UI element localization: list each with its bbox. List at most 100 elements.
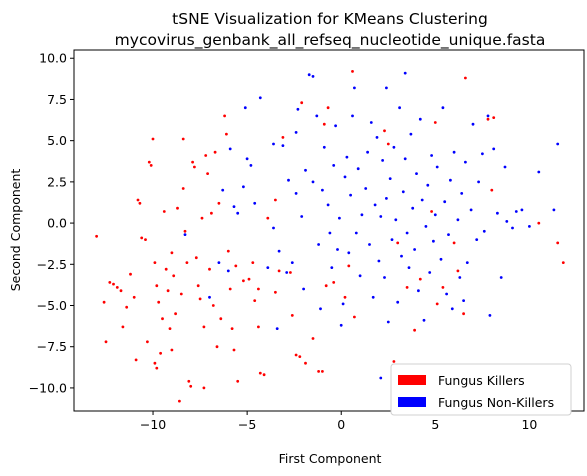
killer-point-69 xyxy=(242,279,245,283)
non-killer-point-127 xyxy=(520,208,524,212)
killer-point-92 xyxy=(324,284,328,288)
killer-point-15 xyxy=(144,238,147,242)
non-killer-point-59 xyxy=(369,121,373,124)
non-killer-point-43 xyxy=(338,216,341,220)
non-killer-point-74 xyxy=(394,218,398,222)
killer-point-91 xyxy=(322,122,326,126)
non-killer-point-21 xyxy=(287,178,290,182)
killer-point-59 xyxy=(217,201,221,205)
killer-point-46 xyxy=(194,256,198,260)
non-killer-point-130 xyxy=(552,208,556,212)
non-killer-point-101 xyxy=(445,292,448,296)
killer-point-9 xyxy=(129,272,132,276)
non-killer-point-51 xyxy=(353,86,356,90)
non-killer-point-128 xyxy=(528,225,531,228)
killer-point-6 xyxy=(119,289,123,293)
non-killer-point-13 xyxy=(258,96,262,100)
killer-point-40 xyxy=(183,229,187,233)
non-killer-point-35 xyxy=(321,188,324,192)
legend-swatch-fungus-killers xyxy=(398,375,426,385)
killer-point-101 xyxy=(392,360,396,363)
killer-point-70 xyxy=(247,277,251,281)
non-killer-point-73 xyxy=(392,145,396,149)
killer-point-74 xyxy=(257,325,260,329)
non-killer-point-107 xyxy=(458,276,462,279)
non-killer-point-103 xyxy=(449,178,452,182)
x-tick-label: 10 xyxy=(521,417,537,432)
non-killer-point-84 xyxy=(411,206,415,210)
non-killer-point-99 xyxy=(441,106,445,110)
killer-point-24 xyxy=(157,300,161,304)
non-killer-point-52 xyxy=(354,231,358,235)
non-killer-point-80 xyxy=(403,157,407,161)
non-killer-point-55 xyxy=(360,213,364,217)
killer-point-21 xyxy=(155,366,159,370)
non-killer-point-26 xyxy=(300,215,304,218)
y-tick-label: −5.0 xyxy=(37,298,67,313)
killer-point-71 xyxy=(251,261,255,264)
killer-point-53 xyxy=(206,172,210,176)
killer-point-36 xyxy=(178,399,181,403)
killer-point-1 xyxy=(102,300,106,304)
killer-point-37 xyxy=(179,292,183,296)
non-killer-point-76 xyxy=(398,106,401,110)
legend-box xyxy=(390,363,572,416)
killer-point-51 xyxy=(202,386,206,390)
killer-point-117 xyxy=(537,221,541,225)
killer-point-115 xyxy=(490,188,494,192)
non-killer-point-102 xyxy=(447,233,450,237)
killer-point-109 xyxy=(441,286,445,289)
legend: Fungus Killers Fungus Non-Killers xyxy=(390,363,572,416)
non-killer-point-131 xyxy=(556,142,560,146)
non-killer-point-78 xyxy=(401,190,405,194)
killer-point-79 xyxy=(274,290,277,294)
killer-point-87 xyxy=(304,361,307,365)
killer-point-11 xyxy=(134,358,138,362)
legend-swatch-fungus-non-killers xyxy=(398,397,426,407)
killer-point-47 xyxy=(196,284,200,288)
non-killer-point-72 xyxy=(390,238,394,242)
non-killer-point-96 xyxy=(433,213,437,217)
non-killer-point-48 xyxy=(347,251,351,255)
non-killer-point-87 xyxy=(417,289,420,293)
non-killer-point-64 xyxy=(379,376,383,380)
non-killer-point-93 xyxy=(428,271,432,274)
non-killer-point-7 xyxy=(236,211,240,215)
non-killer-point-100 xyxy=(443,200,447,204)
killer-point-60 xyxy=(219,317,223,321)
killer-point-23 xyxy=(155,284,159,288)
killer-point-80 xyxy=(277,269,281,273)
non-killer-point-36 xyxy=(322,145,326,149)
killer-point-27 xyxy=(162,210,166,213)
killer-point-26 xyxy=(161,317,164,321)
non-killer-point-25 xyxy=(296,107,300,111)
non-killer-point-5 xyxy=(228,147,232,151)
killer-point-17 xyxy=(147,160,151,164)
killer-point-88 xyxy=(311,337,315,340)
killer-point-102 xyxy=(396,241,400,245)
non-killer-point-65 xyxy=(379,215,383,218)
killer-point-0 xyxy=(95,234,98,238)
non-killer-point-40 xyxy=(332,164,336,167)
x-tick-label: 5 xyxy=(431,417,439,432)
non-killer-point-6 xyxy=(232,205,236,209)
killer-point-104 xyxy=(413,328,416,332)
chart-subtitle: mycovirus_genbank_all_refseq_nucleotide_… xyxy=(115,31,546,50)
non-killer-point-46 xyxy=(343,175,347,179)
non-killer-point-63 xyxy=(377,259,381,263)
killer-point-95 xyxy=(343,295,347,299)
non-killer-point-37 xyxy=(326,203,330,207)
non-killer-point-104 xyxy=(450,307,454,311)
killer-point-31 xyxy=(170,348,174,352)
killer-point-99 xyxy=(383,129,386,133)
non-killer-point-110 xyxy=(464,160,467,164)
non-killer-point-81 xyxy=(405,231,409,235)
non-killer-point-97 xyxy=(435,165,439,169)
non-killer-point-90 xyxy=(422,318,426,322)
killer-point-114 xyxy=(486,117,490,121)
non-killer-point-94 xyxy=(430,154,433,157)
non-killer-point-19 xyxy=(281,144,285,148)
non-killer-point-44 xyxy=(339,323,343,327)
killer-point-100 xyxy=(386,142,390,146)
x-axis-label: First Component xyxy=(279,451,382,466)
